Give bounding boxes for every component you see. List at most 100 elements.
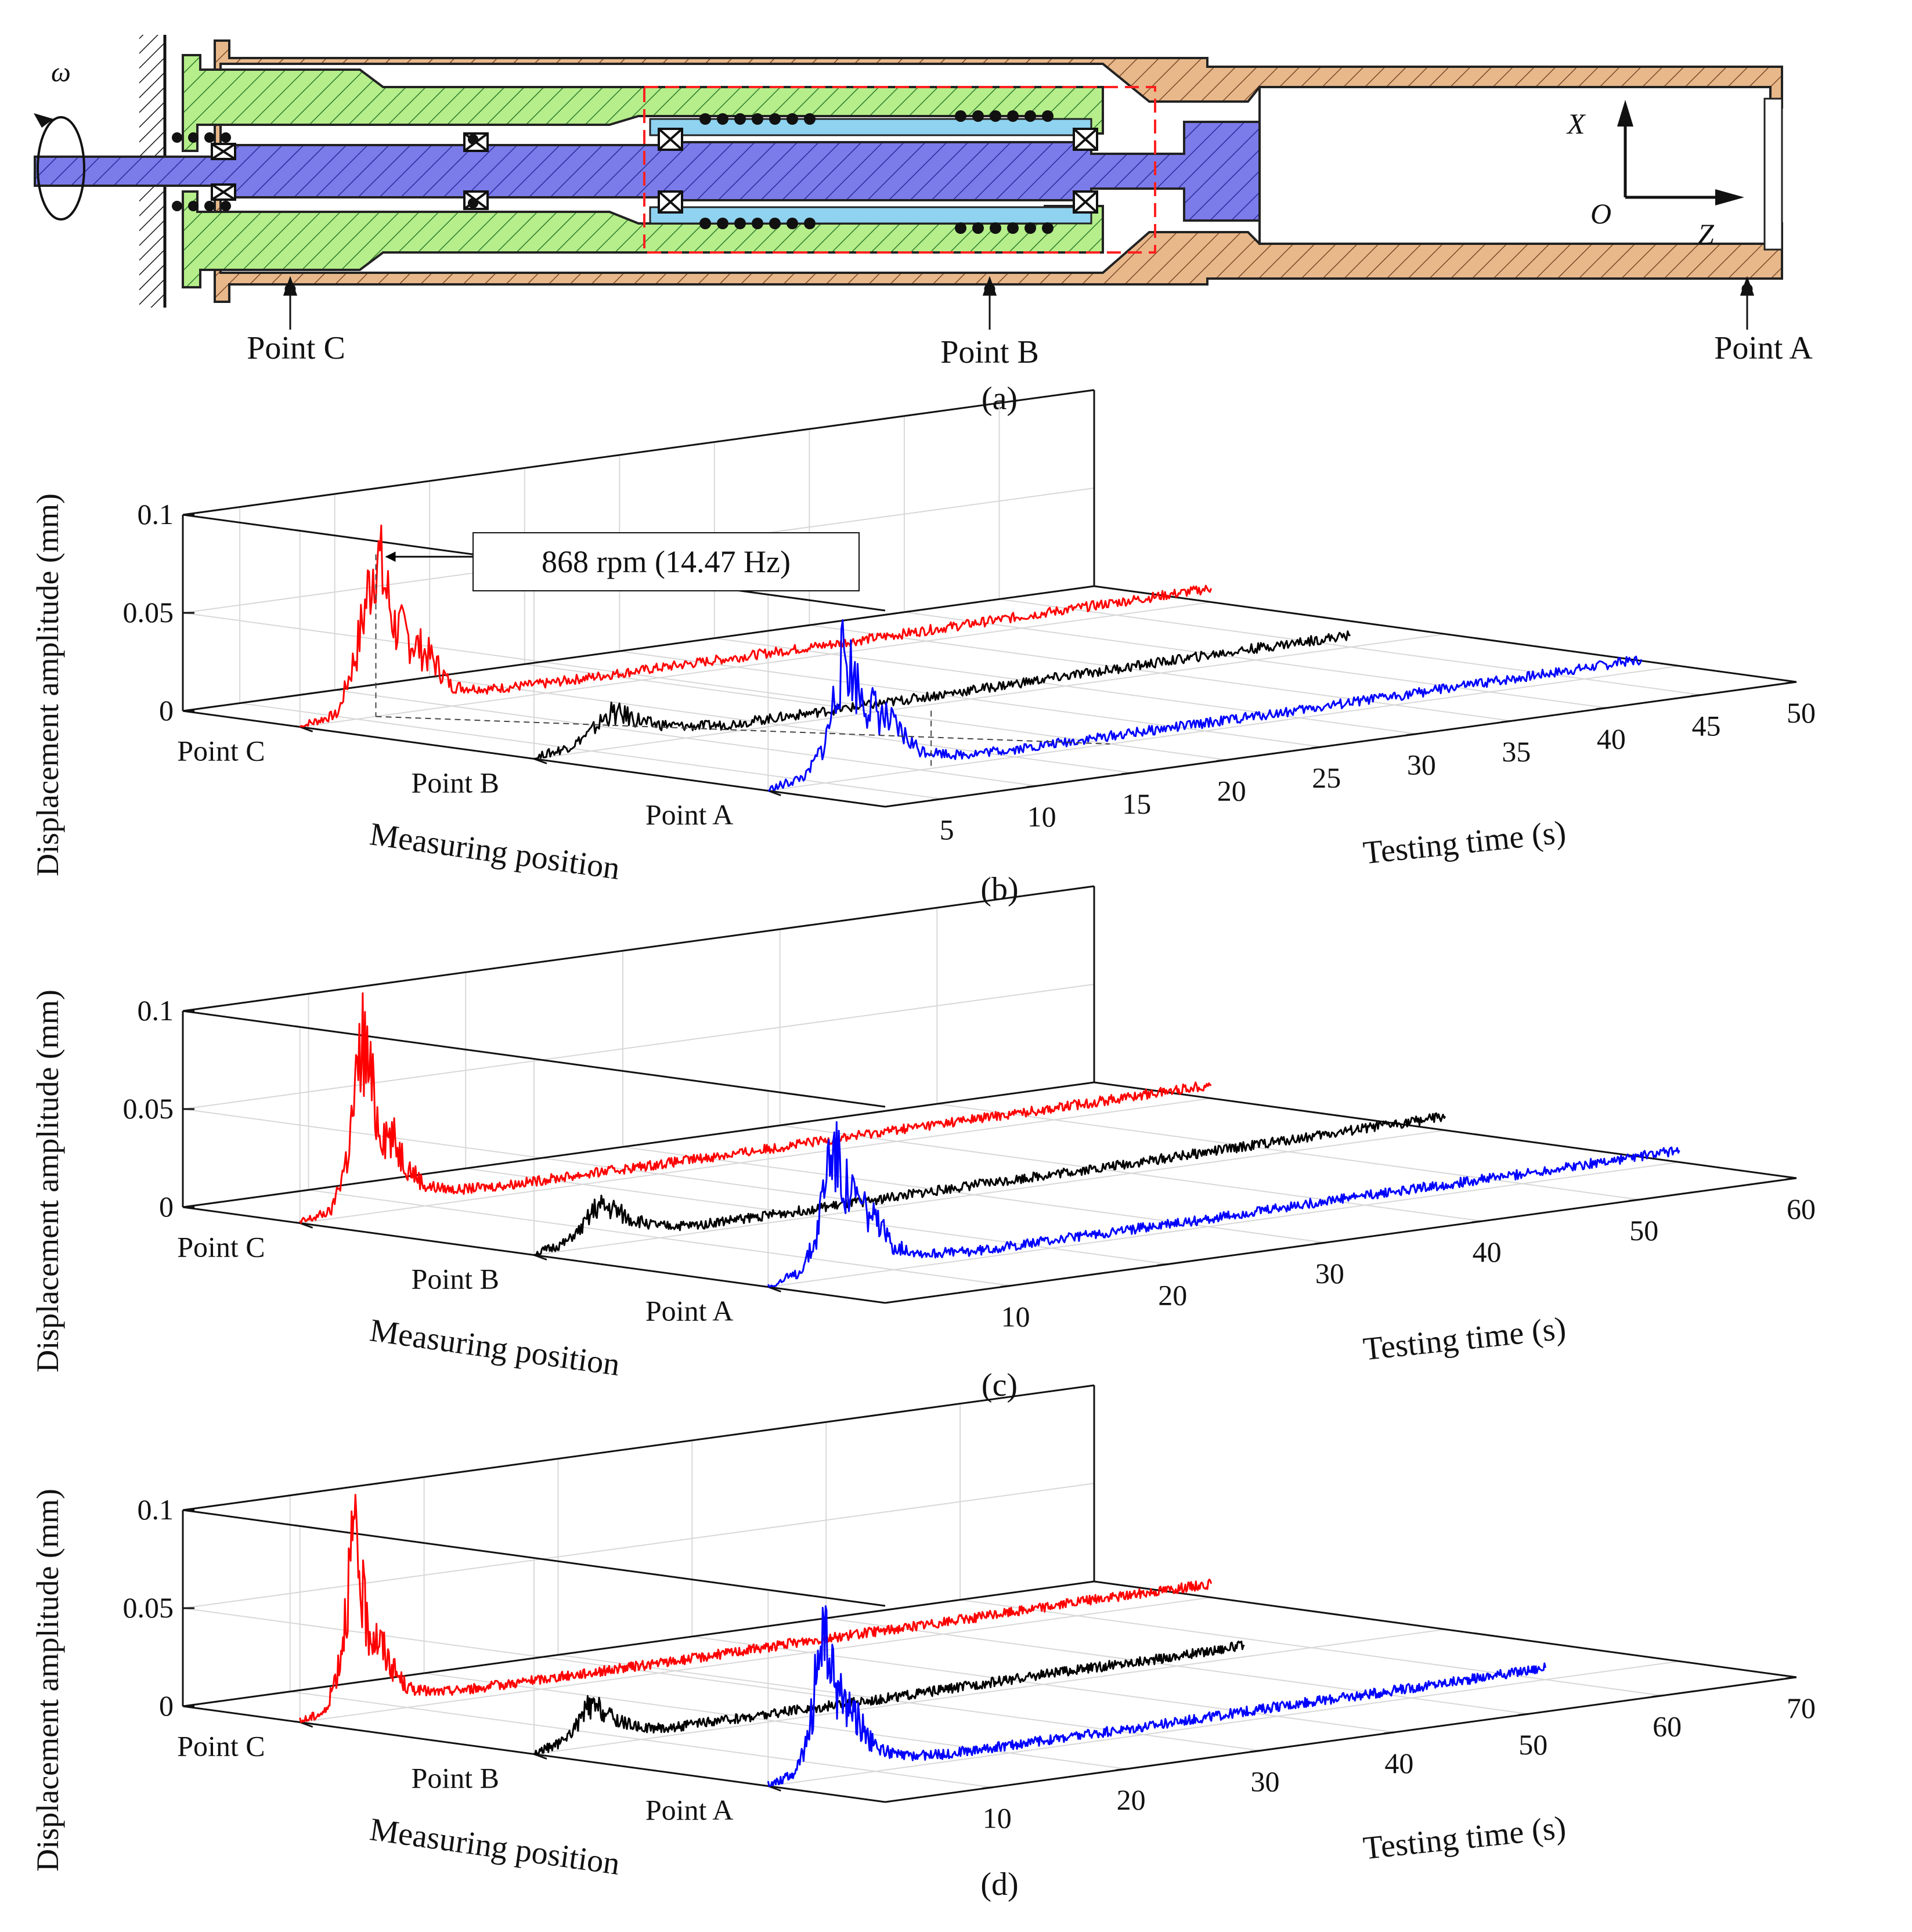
box-top-edge (182, 1384, 1095, 1511)
y-tick (533, 1753, 547, 1760)
y-tick (767, 1785, 781, 1792)
box-side-top-edge (182, 1509, 886, 1607)
series-line-point-a (767, 1121, 1680, 1288)
z-tick-label: 0.05 (123, 596, 174, 629)
x-axis-label: Testing time (s) (1361, 814, 1567, 871)
x-tick (1311, 746, 1322, 749)
category-label: Point C (177, 1730, 265, 1763)
floor-back-edge (182, 585, 1095, 712)
x-tick (982, 1786, 993, 1790)
x-tick (1384, 1731, 1395, 1735)
box-side-top-edge (182, 1010, 886, 1108)
back-wall-gridline (182, 1483, 1095, 1609)
annotation-box (472, 532, 860, 591)
y-tick (767, 790, 781, 796)
housing-end-plate (1763, 97, 1783, 251)
category-label: Point B (412, 1762, 499, 1794)
x-tick (1785, 681, 1797, 684)
z-tick-label: 0.1 (138, 994, 174, 1027)
z-tick-label: 0.05 (123, 1092, 174, 1125)
x-tick-label: 45 (1691, 709, 1720, 742)
z-tick-label: 0.05 (123, 1591, 174, 1624)
omega-label: ω (51, 57, 71, 88)
floor-edge (1094, 585, 1797, 683)
z-axis-label: Displacement amplitude (mm) (30, 990, 65, 1373)
x-tick-label: 25 (1312, 761, 1341, 794)
x-tick (1000, 1284, 1011, 1288)
x-tick-label: 30 (1315, 1257, 1344, 1290)
y-tick (300, 1222, 313, 1229)
series-line-point-c (299, 524, 1213, 728)
housing-cavity (1258, 86, 1772, 245)
series-line-point-b (533, 1640, 1245, 1755)
x-tick-label: 50 (1629, 1214, 1658, 1247)
floor-back-edge (182, 1081, 1095, 1208)
x-tick-label: 10 (1027, 800, 1056, 833)
housing (214, 39, 1783, 303)
category-label: Point C (177, 1231, 265, 1263)
x-axis-line (885, 1676, 1797, 1803)
y-tick (533, 758, 547, 764)
spindle-diagram: ω X O Z Point C Point B Point A (a) (34, 35, 1813, 417)
x-tick (1596, 707, 1607, 710)
category-label: Point B (412, 1263, 499, 1295)
x-tick-label: 40 (1597, 723, 1626, 755)
y-tick (300, 1721, 313, 1728)
floor-gridline (768, 665, 1680, 792)
rotation-arrow (34, 113, 85, 221)
y-axis-label: Measuring position (367, 1312, 622, 1383)
floor-gridline (300, 1097, 1211, 1224)
chart-d: 0 0.05 0.1 10 20 30 40 50 60 70 Point C Point B Poin… (30, 1384, 1816, 1902)
x-tick-label: 5 (940, 814, 954, 846)
y-axis-label: Measuring position (367, 1811, 622, 1882)
x-tick-label: 40 (1473, 1236, 1502, 1268)
x-tick-label: 20 (1158, 1279, 1187, 1311)
axis-x-label: X (1566, 107, 1586, 140)
x-axis-label: Testing time (s) (1361, 1310, 1567, 1367)
x-tick-label: 20 (1117, 1783, 1146, 1816)
axis-z-label: Z (1698, 218, 1715, 250)
floor-back-edge (182, 1580, 1095, 1707)
x-tick (1250, 1749, 1261, 1753)
box-top-edge (182, 885, 1095, 1012)
y-tick (300, 726, 313, 732)
z-tick-label: 0.1 (138, 498, 174, 530)
z-tick-label: 0 (159, 694, 174, 727)
chart-c: 0 0.05 0.1 10 20 30 40 50 60 Point C Point B Point … (30, 885, 1816, 1403)
category-label: Point A (645, 1794, 733, 1826)
panel-caption: (d) (980, 1866, 1018, 1902)
x-tick-label: 30 (1407, 749, 1436, 781)
series-line-point-b (533, 1112, 1446, 1256)
category-label: Point B (412, 767, 499, 799)
point-a-label: Point A (1714, 330, 1813, 366)
peak-projection-line (376, 716, 1110, 745)
floor-gridline (768, 1660, 1680, 1787)
x-tick-label: 35 (1502, 735, 1531, 768)
series-line-point-a (767, 1605, 1546, 1787)
z-tick-label: 0 (159, 1190, 174, 1223)
floor-gridline (768, 1161, 1680, 1288)
balls (172, 110, 1054, 234)
floor-edge (1094, 1081, 1797, 1179)
x-tick-label: 10 (1001, 1300, 1030, 1332)
series-line-point-a (768, 619, 1643, 792)
point-markers (283, 276, 1755, 330)
floor-gridline (300, 601, 1211, 728)
floor-gridline (533, 1628, 1446, 1755)
x-tick-label: 40 (1384, 1747, 1413, 1779)
back-wall-gridline (182, 984, 1095, 1110)
highlight-box (643, 86, 1156, 254)
x-tick (1471, 1220, 1482, 1223)
z-tick-label: 0 (159, 1689, 174, 1722)
z-axis-label: Displacement amplitude (mm) (30, 493, 65, 876)
z-tick-label: 0.1 (138, 1493, 174, 1526)
inner-sleeve-top (649, 118, 1092, 136)
x-axis-arrowhead (1617, 100, 1633, 127)
series-line-point-c (299, 1494, 1213, 1723)
x-tick-label: 10 (983, 1802, 1012, 1835)
coordinate-axes (1624, 116, 1727, 199)
outer-sleeve-top (182, 54, 1104, 152)
x-tick-label: 20 (1217, 774, 1246, 807)
category-label: Point C (177, 735, 265, 767)
floor-gridline (533, 633, 1446, 760)
